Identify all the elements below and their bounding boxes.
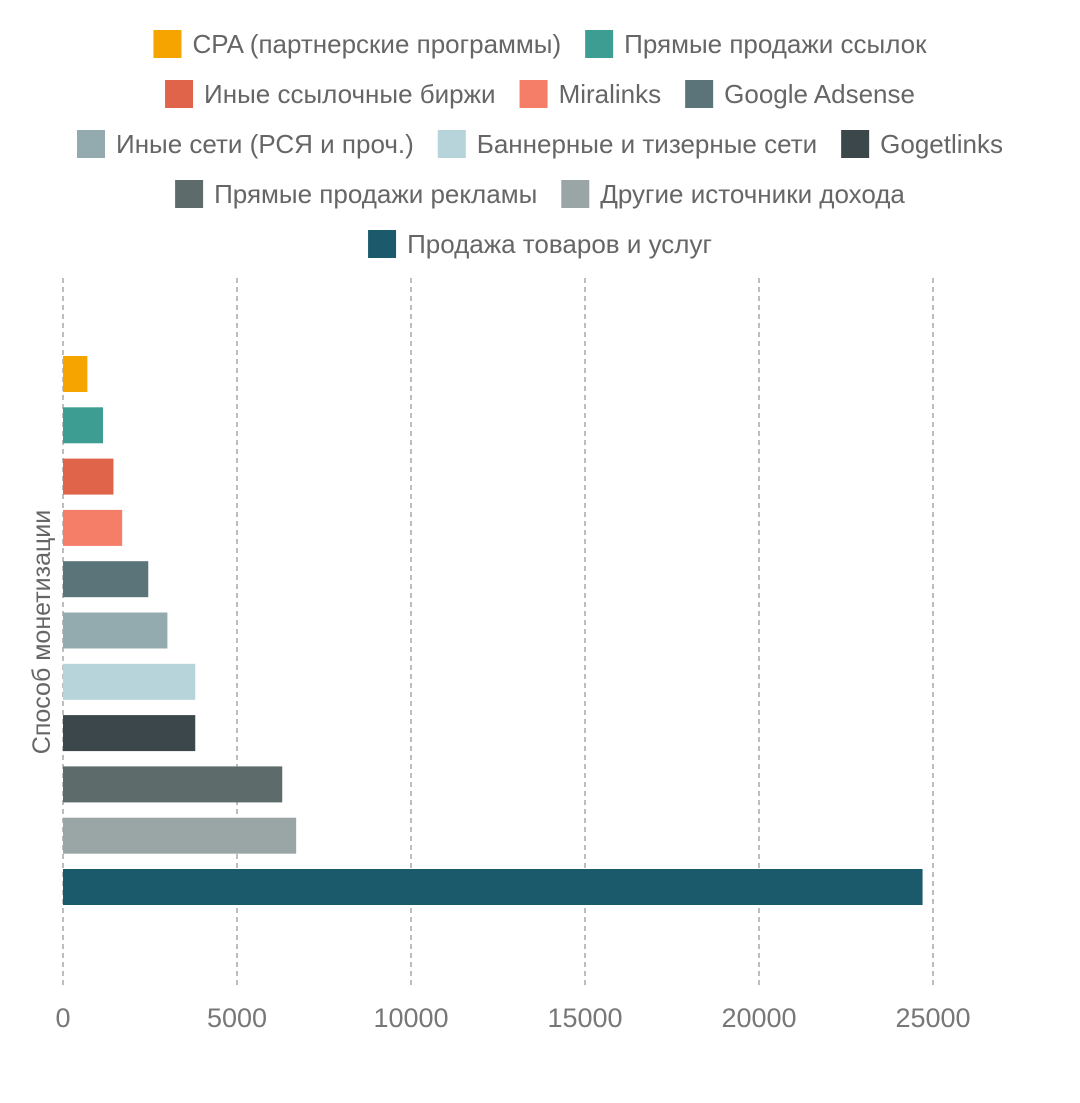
- legend-item-прямые-продажи-рекламы: Прямые продажи рекламы: [175, 179, 537, 209]
- y-axis-label: Способ монетизации: [28, 510, 56, 754]
- bar-прямые-продажи-ссылок: [63, 407, 104, 444]
- legend-label-google-adsense: Google Adsense: [724, 79, 915, 109]
- bar-gogetlinks: [63, 715, 196, 752]
- legend-item-баннерные-и-тизерные-сети: Баннерные и тизерные сети: [437, 129, 817, 159]
- legend-swatch-иные-сети-рся-и-проч: [77, 130, 106, 158]
- legend-swatch-баннерные-и-тизерные-сети: [437, 130, 466, 158]
- legend-label-cpa-партнерские-программы: CPA (партнерские программы): [192, 29, 561, 59]
- bar-продажа-товаров-и-услуг: [63, 869, 923, 905]
- legend-label-прямые-продажи-рекламы: Прямые продажи рекламы: [214, 179, 537, 209]
- legend-item-иные-сети-рся-и-проч: Иные сети (РСЯ и проч.): [77, 129, 414, 159]
- legend: CPA (партнерские программы) Прямые продаж…: [77, 29, 1003, 259]
- bar-иные-ссылочные-биржи: [63, 458, 114, 495]
- legend-item-другие-источники-дохода: Другие источники дохода: [561, 179, 905, 209]
- legend-label-gogetlinks: Gogetlinks: [880, 129, 1003, 159]
- legend-swatch-прямые-продажи-ссылок: [585, 30, 614, 58]
- legend-swatch-gogetlinks: [841, 130, 870, 158]
- legend-item-google-adsense: Google Adsense: [685, 79, 915, 109]
- x-axis-ticks: 0 5000 10000 15000 20000 25000: [55, 1003, 970, 1033]
- legend-item-miralinks: Miralinks: [519, 79, 662, 109]
- bar-google-adsense: [63, 561, 149, 598]
- legend-swatch-продажа-товаров-и-услуг: [368, 230, 397, 258]
- bars: [63, 356, 923, 905]
- bar-miralinks: [63, 509, 123, 546]
- legend-item-cpa-партнерские-программы: CPA (партнерские программы): [153, 29, 561, 59]
- x-tick-label-20000: 20000: [721, 1003, 796, 1033]
- legend-swatch-прямые-продажи-рекламы: [175, 180, 204, 208]
- bar-иные-сети-рся-и-проч: [63, 612, 168, 649]
- bar-cpa-партнерские-программы: [63, 356, 88, 392]
- x-tick-label-0: 0: [55, 1003, 70, 1033]
- legend-swatch-cpa-партнерские-программы: [153, 30, 182, 58]
- legend-swatch-miralinks: [519, 80, 548, 108]
- bar-баннерные-и-тизерные-сети: [63, 663, 196, 700]
- legend-label-продажа-товаров-и-услуг: Продажа товаров и услуг: [407, 229, 712, 259]
- x-tick-label-5000: 5000: [207, 1003, 267, 1033]
- bar-другие-источники-дохода: [63, 817, 297, 854]
- legend-item-прямые-продажи-ссылок: Прямые продажи ссылок: [585, 29, 927, 59]
- legend-label-баннерные-и-тизерные-сети: Баннерные и тизерные сети: [477, 129, 817, 159]
- legend-item-gogetlinks: Gogetlinks: [841, 129, 1003, 159]
- x-tick-label-10000: 10000: [373, 1003, 448, 1033]
- bar-прямые-продажи-рекламы: [63, 766, 283, 803]
- legend-label-прямые-продажи-ссылок: Прямые продажи ссылок: [624, 29, 927, 59]
- legend-swatch-другие-источники-дохода: [561, 180, 590, 208]
- legend-item-иные-ссылочные-биржи: Иные ссылочные биржи: [165, 79, 496, 109]
- legend-label-miralinks: Miralinks: [559, 79, 662, 109]
- legend-label-иные-ссылочные-биржи: Иные ссылочные биржи: [204, 79, 496, 109]
- legend-item-продажа-товаров-и-услуг: Продажа товаров и услуг: [368, 229, 712, 259]
- legend-swatch-иные-ссылочные-биржи: [165, 80, 194, 108]
- legend-swatch-google-adsense: [685, 80, 714, 108]
- x-tick-label-25000: 25000: [895, 1003, 970, 1033]
- legend-label-иные-сети-рся-и-проч: Иные сети (РСЯ и проч.): [116, 129, 414, 159]
- legend-label-другие-источники-дохода: Другие источники дохода: [600, 179, 905, 209]
- x-tick-label-15000: 15000: [547, 1003, 622, 1033]
